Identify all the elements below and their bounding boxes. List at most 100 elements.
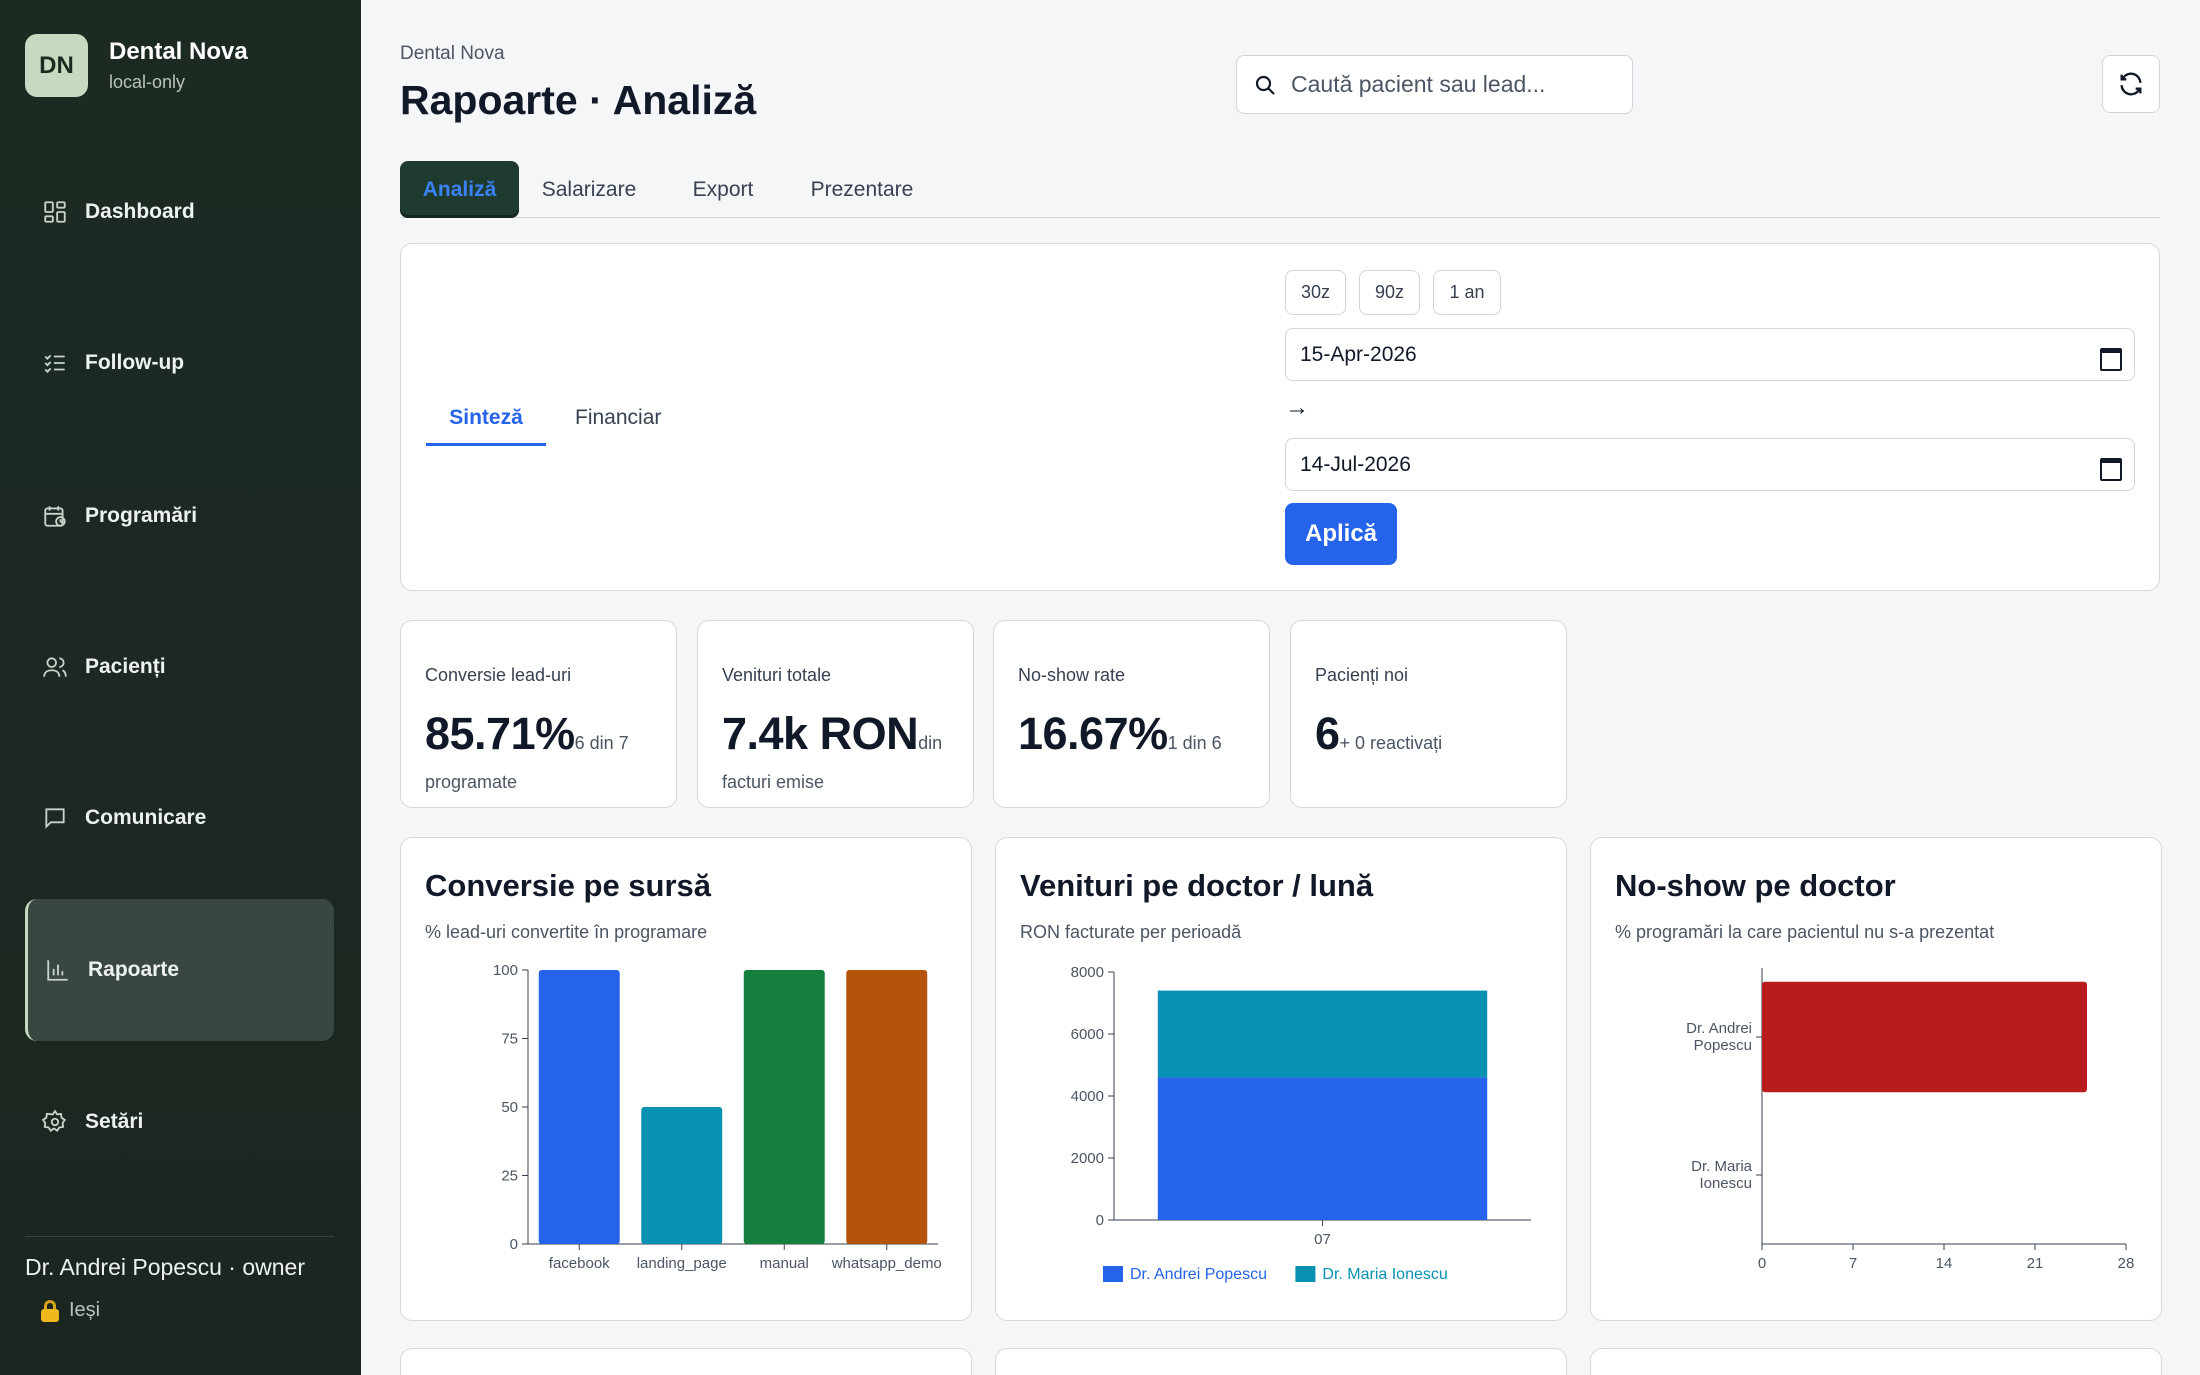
y-tick-label: 100	[493, 962, 518, 979]
nav-label: Dashboard	[85, 200, 195, 223]
range-30-days-button[interactable]: 30z	[1285, 270, 1346, 315]
x-tick-label: 0	[1758, 1255, 1766, 1272]
kpi-label: Conversie lead-uri	[425, 665, 572, 685]
legend-swatch	[1103, 1266, 1123, 1282]
range-1-year-button[interactable]: 1 an	[1433, 270, 1501, 315]
report-card	[400, 1348, 972, 1375]
calendar-clock-icon	[44, 506, 66, 527]
kpi-value: 6	[1315, 708, 1340, 759]
calendar-icon[interactable]	[2098, 454, 2122, 481]
report-tabs: Analiză Salarizare Export Prezentare	[400, 161, 2160, 218]
kpi-card-revenue: Venituri totale 7.4k RONdin facturi emis…	[697, 620, 974, 808]
sidebar: DN Dental Nova local-only Dashboard Foll…	[0, 0, 361, 1375]
logout-link[interactable]: Ieși	[41, 1299, 334, 1322]
chart-subtitle: % lead-uri convertite în programare	[425, 922, 708, 942]
chart-title: Conversie pe sursă	[425, 868, 712, 903]
range-90-days-button[interactable]: 90z	[1359, 270, 1420, 315]
bar	[641, 1107, 723, 1244]
kpi-note: + 0 reactivați	[1339, 733, 1443, 753]
current-user: Dr. Andrei Popescu · owner	[25, 1254, 305, 1280]
kpi-value: 16.67%	[1018, 708, 1168, 759]
tab-salarizare[interactable]: Salarizare	[541, 177, 637, 201]
tab-prezentare[interactable]: Prezentare	[810, 177, 914, 201]
legend-label: Dr. Andrei Popescu	[1130, 1266, 1267, 1283]
nav-label: Pacienți	[85, 655, 166, 678]
bar	[538, 970, 620, 1244]
y-tick-label: 0	[1096, 1212, 1104, 1229]
bar-segment	[1157, 990, 1488, 1078]
nav-item-programari[interactable]: Programări	[25, 445, 334, 587]
gear-icon	[42, 1109, 67, 1132]
y-tick-label: 25	[501, 1168, 518, 1185]
kpi-label: No-show rate	[1018, 665, 1126, 685]
nav-label: Follow-up	[85, 351, 185, 374]
brand: DN Dental Nova local-only	[25, 34, 248, 97]
x-tick-label: 14	[1936, 1255, 1953, 1272]
date-from-field[interactable]: 15-Apr-2026	[1285, 328, 2135, 381]
legend-swatch	[1295, 1266, 1316, 1282]
checklist-icon	[44, 354, 65, 373]
report-card	[995, 1348, 1567, 1375]
logout-label: Ieși	[69, 1299, 101, 1321]
bar	[846, 970, 928, 1244]
report-card	[1590, 1348, 2162, 1375]
x-tick-label: 21	[2027, 1255, 2044, 1272]
kpi-value: 7.4k RON	[722, 708, 919, 759]
search-box[interactable]	[1236, 55, 1633, 114]
sidebar-footer: Dr. Andrei Popescu · owner Ieși	[25, 1236, 334, 1322]
subtab-sinteza[interactable]: Sinteză	[426, 406, 546, 446]
users-icon	[43, 657, 67, 677]
nav-label: Setări	[85, 1110, 144, 1133]
page-title: Rapoarte · Analiză	[400, 77, 757, 123]
kpi-label: Venituri totale	[722, 665, 832, 685]
tab-analiza[interactable]: Analiză	[400, 161, 519, 218]
x-tick-label: whatsapp_demo	[831, 1255, 942, 1272]
subtab-financiar[interactable]: Financiar	[575, 406, 662, 429]
y-tick-label: 2000	[1071, 1150, 1104, 1167]
nav-item-rapoarte[interactable]: Rapoarte	[25, 899, 334, 1041]
x-tick-label: manual	[760, 1255, 809, 1272]
no-show-horizontal-bar-chart: 0 7 14 21 28 Dr. Andrei Popescu Dr. Maria Ionesc…	[1686, 968, 2134, 1272]
x-tick-label: 7	[1849, 1255, 1857, 1272]
tab-export[interactable]: Export	[692, 177, 754, 201]
date-from-value: 15-Apr-2026	[1300, 342, 1417, 366]
chart-title: Venituri pe doctor / lună	[1020, 868, 1374, 903]
revenue-stacked-bar-chart: 0 2000 4000 6000 8000 07 Dr. Andrei Popescu Dr.…	[1071, 964, 1531, 1283]
nav-item-dashboard[interactable]: Dashboard	[25, 141, 334, 283]
chart-card-no-show: No-show pe doctor % programări la care p…	[1590, 837, 2162, 1321]
y-tick-label: 75	[501, 1031, 518, 1048]
calendar-icon[interactable]	[2098, 344, 2122, 371]
date-to-field[interactable]: 14-Jul-2026	[1285, 438, 2135, 491]
y-tick-label: Dr. Andrei Popescu	[1686, 1020, 1752, 1054]
y-tick-label: 50	[501, 1099, 518, 1116]
chart-subtitle: RON facturate per perioadă	[1020, 922, 1242, 942]
brand-name: Dental Nova	[109, 38, 248, 65]
nav-label: Comunicare	[85, 806, 207, 829]
search-icon	[1255, 75, 1275, 95]
brand-logo: DN	[25, 34, 88, 97]
apply-button[interactable]: Aplică	[1285, 503, 1397, 565]
y-tick-label: Dr. Maria Ionescu	[1691, 1158, 1753, 1192]
dashboard-icon	[44, 201, 66, 223]
kpi-card-new-patients: Pacienți noi 6+ 0 reactivați	[1290, 620, 1567, 808]
bar	[743, 970, 825, 1244]
kpi-note: din facturi emise	[722, 733, 943, 792]
y-tick-label: 4000	[1071, 1088, 1104, 1105]
refresh-button[interactable]	[2102, 55, 2160, 113]
kpi-card-conversion: Conversie lead-uri 85.71%6 din 7 program…	[400, 620, 677, 808]
kpi-value: 85.71%	[425, 708, 575, 759]
chart-card-revenue: Venituri pe doctor / lună RON facturate …	[995, 837, 1567, 1321]
chart-subtitle: % programări la care pacientul nu s-a pr…	[1615, 922, 1995, 942]
nav-item-follow-up[interactable]: Follow-up	[25, 292, 334, 434]
kpi-label: Pacienți noi	[1315, 665, 1409, 685]
nav-label: Rapoarte	[88, 958, 180, 981]
chart-title: No-show pe doctor	[1615, 868, 1896, 903]
nav-item-pacienti[interactable]: Pacienți	[25, 596, 334, 738]
nav-item-setari[interactable]: Setări	[25, 1051, 334, 1193]
filter-card: Sinteză Financiar 30z 90z 1 an 15-Apr-20…	[400, 243, 2160, 591]
x-tick-label: landing_page	[637, 1255, 727, 1272]
arrow-icon: →	[1285, 394, 1309, 421]
search-input[interactable]	[1291, 71, 1611, 98]
breadcrumb[interactable]: Dental Nova	[400, 43, 505, 64]
nav-item-comunicare[interactable]: Comunicare	[25, 747, 334, 889]
